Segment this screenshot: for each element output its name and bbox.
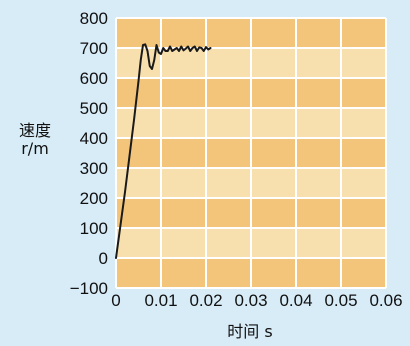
grid-lines: [115, 17, 387, 289]
x-tick-label: 0.05: [324, 291, 357, 310]
y-tick-label: 800: [80, 9, 108, 28]
y-tick-label: 700: [80, 39, 108, 58]
x-tick-label: 0: [111, 291, 120, 310]
y-axis-label-line2: r/m: [21, 139, 49, 158]
x-axis-label: 时间 s: [227, 322, 272, 341]
x-axis-tick-labels: 0 0.01 0.02 0.03 0.04 0.05 0.06: [111, 291, 402, 310]
y-tick-label: 200: [80, 189, 108, 208]
y-tick-label: 0: [99, 249, 108, 268]
x-tick-label: 0.04: [279, 291, 312, 310]
y-tick-label: 400: [80, 129, 108, 148]
y-tick-label: 100: [80, 219, 108, 238]
x-tick-label: 0.06: [369, 291, 402, 310]
y-axis-label-line1: 速度: [19, 121, 51, 140]
series-line: [115, 43, 212, 259]
series-layer: [115, 43, 212, 259]
y-axis-tick-labels: −100 0 100 200 300 400 500 600 700 800: [70, 9, 108, 298]
x-tick-label: 0.03: [234, 291, 267, 310]
x-tick-label: 0.01: [144, 291, 177, 310]
x-tick-label: 0.02: [189, 291, 222, 310]
y-tick-label: 500: [80, 99, 108, 118]
y-tick-label: 300: [80, 159, 108, 178]
y-tick-label: −100: [70, 279, 108, 298]
y-tick-label: 600: [80, 69, 108, 88]
